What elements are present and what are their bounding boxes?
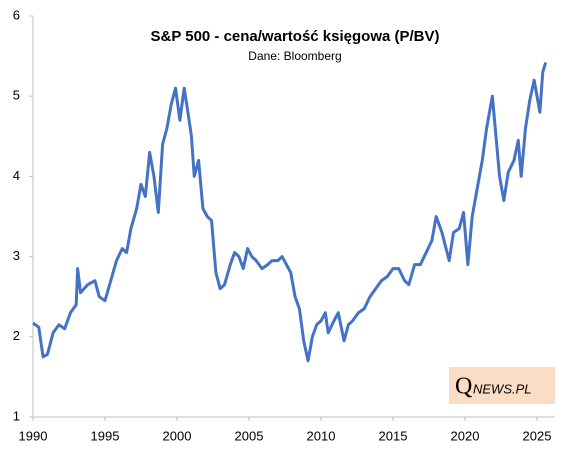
x-tick-label: 2005 — [235, 428, 264, 443]
watermark-rest: NEWS.PL — [473, 381, 532, 396]
x-tick-label: 2015 — [379, 428, 408, 443]
y-tick-label: 4 — [13, 168, 20, 183]
y-tick-label: 2 — [13, 328, 20, 343]
x-tick-label: 2010 — [307, 428, 336, 443]
y-tick-label: 6 — [13, 7, 20, 22]
x-tick-label: 2000 — [163, 428, 192, 443]
y-tick-label: 3 — [13, 248, 20, 263]
chart-title: S&P 500 - cena/wartość księgowa (P/BV) — [150, 28, 439, 45]
y-tick-label: 5 — [13, 88, 20, 103]
x-tick-label: 2020 — [451, 428, 480, 443]
y-tick-label: 1 — [13, 408, 20, 423]
watermark-box — [449, 367, 555, 404]
x-tick-label: 2025 — [523, 428, 552, 443]
line-series — [32, 62, 548, 363]
watermark-initial: Q — [455, 374, 472, 400]
x-tick-label: 1990 — [19, 428, 48, 443]
chart-subtitle: Dane: Bloomberg — [248, 49, 341, 63]
x-tick-label: 1995 — [91, 428, 120, 443]
